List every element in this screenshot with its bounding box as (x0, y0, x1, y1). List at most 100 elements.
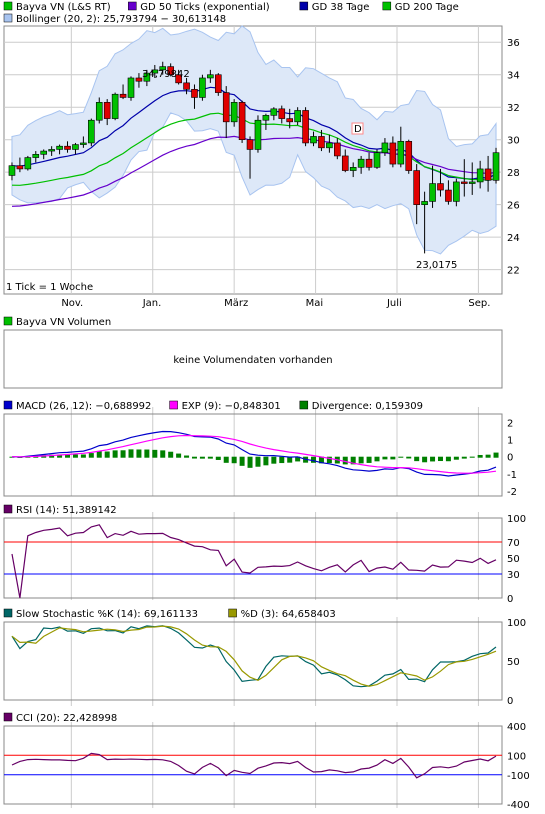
legend-swatch (299, 400, 309, 410)
divergence-bar (112, 450, 118, 458)
low-label: 23,0175 (416, 260, 457, 271)
candle (159, 66, 167, 71)
candle (72, 144, 79, 150)
divergence-bar (160, 450, 166, 458)
stoch-d-line (11, 625, 497, 687)
macd-panel (3, 413, 503, 497)
y-tick-label: 50 (507, 657, 520, 668)
dividend-marker (351, 122, 364, 135)
divergence-bar (255, 456, 261, 467)
candle (389, 142, 397, 165)
divergence-bar (477, 454, 483, 458)
candle (119, 93, 127, 98)
candle (88, 119, 95, 144)
candle (468, 181, 476, 184)
y-tick-label: 24 (507, 233, 520, 244)
y-tick-label: -100 (507, 771, 530, 782)
divergence-bar (88, 453, 94, 458)
y-tick-label: 50 (507, 554, 520, 565)
candle (135, 77, 143, 82)
legend-swatch (3, 13, 13, 23)
candle (302, 110, 309, 144)
legend-swatch (228, 608, 237, 618)
cci-legend: CCI (20): 22,428998 (16, 713, 117, 724)
divergence-bar (493, 452, 499, 458)
candle (310, 136, 317, 144)
divergence-bar (430, 456, 436, 462)
legend-swatch (3, 316, 13, 326)
y-tick-label: 400 (507, 722, 526, 733)
y-tick-label: 2 (507, 419, 513, 430)
divergence-bar (247, 456, 253, 468)
candle (453, 181, 460, 202)
candle (484, 168, 492, 181)
divergence-bar (263, 456, 269, 466)
legend-swatch (3, 712, 13, 722)
legend-label: MACD (26, 12): −0,688992 (16, 401, 151, 412)
x-tick-label: Juli (386, 298, 402, 309)
y-tick-label: 34 (507, 71, 520, 82)
y-tick-label: 36 (507, 38, 520, 49)
legend-swatch (169, 400, 178, 410)
candle (127, 77, 135, 98)
divergence-bar (414, 456, 420, 462)
candle (40, 150, 48, 155)
candle (460, 181, 468, 184)
candle (246, 139, 254, 150)
divergence-bar (366, 456, 372, 463)
y-tick-label: 0 (507, 453, 513, 464)
candle (143, 72, 151, 82)
candle (103, 102, 111, 119)
candle (286, 118, 294, 123)
y-tick-label: -1 (507, 470, 517, 481)
cci-line (11, 752, 497, 779)
divergence-bar (199, 456, 205, 459)
y-tick-label: 0 (507, 696, 513, 707)
stoch-k-line (11, 625, 497, 688)
y-tick-label: 32 (507, 103, 520, 114)
candle (341, 155, 349, 171)
y-tick-label: 26 (507, 201, 520, 212)
divergence-bar (136, 449, 142, 458)
candle (421, 201, 428, 205)
candle (207, 74, 214, 79)
legend-label: Divergence: 0,159309 (312, 401, 423, 412)
volume-panel (3, 329, 503, 389)
legend-swatch (3, 1, 13, 11)
candle (111, 93, 119, 119)
divergence-bar (168, 451, 174, 458)
divergence-bar (231, 456, 237, 464)
candle (437, 183, 444, 191)
divergence-bar (271, 456, 277, 464)
y-tick-label: 0 (507, 594, 513, 605)
divergence-bar (358, 456, 364, 464)
divergence-bar (152, 449, 158, 458)
candle (183, 82, 190, 90)
x-tick-label: Mai (306, 298, 324, 309)
rsi-line (11, 524, 497, 599)
volume-title: Bayva VN Volumen (16, 317, 111, 328)
candle (294, 110, 301, 123)
legend-swatch (128, 1, 137, 11)
volume-message: keine Volumendaten vorhanden (173, 355, 332, 366)
dividend-marker-label: D (354, 124, 362, 135)
divergence-bar (223, 456, 229, 463)
y-tick-label: 22 (507, 266, 520, 277)
legend-label: Bollinger (20, 2): 25,793794 − 30,613148 (16, 14, 226, 25)
y-tick-label: 30 (507, 136, 520, 147)
candle (365, 158, 373, 168)
candle (191, 89, 198, 98)
candle (326, 142, 333, 149)
candle (334, 142, 341, 157)
divergence-bar (422, 456, 428, 463)
divergence-bar (318, 456, 324, 464)
divergence-bar (390, 456, 396, 460)
candle (151, 69, 159, 74)
legend-swatch (3, 608, 13, 618)
y-tick-label: 100 (507, 514, 526, 525)
divergence-bar (184, 455, 190, 458)
divergence-bar (120, 450, 126, 458)
candle (349, 167, 357, 171)
y-tick-label: -2 (507, 487, 517, 498)
